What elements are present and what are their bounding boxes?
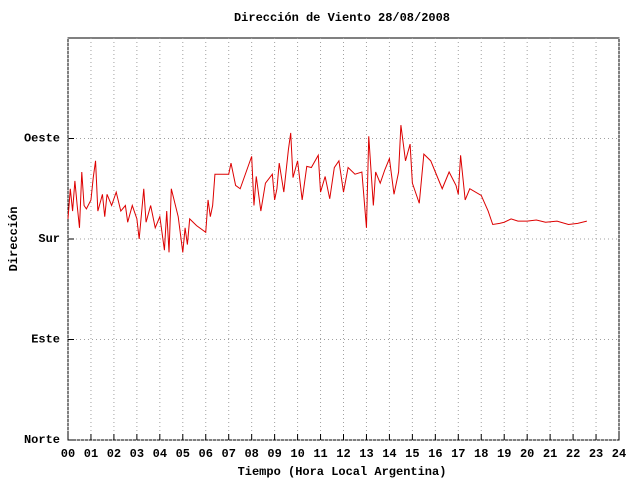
x-tick-label: 24 <box>612 447 626 461</box>
x-tick-label: 08 <box>244 447 258 461</box>
x-tick-label: 11 <box>313 447 327 461</box>
x-tick-label: 21 <box>543 447 557 461</box>
x-tick-label: 01 <box>84 447 98 461</box>
x-tick-label: 20 <box>520 447 534 461</box>
x-tick-label: 22 <box>566 447 580 461</box>
x-tick-label: 13 <box>359 447 373 461</box>
x-tick-label: 04 <box>153 447 167 461</box>
data-line <box>67 125 587 253</box>
y-tick-label: Norte <box>24 433 60 447</box>
x-tick-label: 07 <box>222 447 236 461</box>
x-tick-label: 18 <box>474 447 488 461</box>
x-tick-label: 05 <box>176 447 190 461</box>
x-tick-label: 16 <box>428 447 442 461</box>
x-tick-label: 19 <box>497 447 511 461</box>
x-tick-label: 06 <box>199 447 213 461</box>
y-tick-label: Sur <box>38 232 60 246</box>
x-tick-label: 14 <box>382 447 396 461</box>
x-tick-label: 15 <box>405 447 419 461</box>
x-tick-label: 17 <box>451 447 465 461</box>
y-tick-label: Oeste <box>24 132 60 146</box>
x-tick-label: 10 <box>290 447 304 461</box>
x-tick-label: 00 <box>61 447 75 461</box>
y-axis-label: Dirección <box>7 207 21 272</box>
y-tick-label: Este <box>31 333 60 347</box>
x-tick-label: 12 <box>336 447 350 461</box>
x-tick-label: 09 <box>267 447 281 461</box>
x-tick-label: 03 <box>130 447 144 461</box>
chart-title: Dirección de Viento 28/08/2008 <box>234 11 450 25</box>
x-tick-label: 02 <box>107 447 121 461</box>
x-axis-label: Tiempo (Hora Local Argentina) <box>238 465 447 479</box>
x-tick-label: 23 <box>589 447 603 461</box>
